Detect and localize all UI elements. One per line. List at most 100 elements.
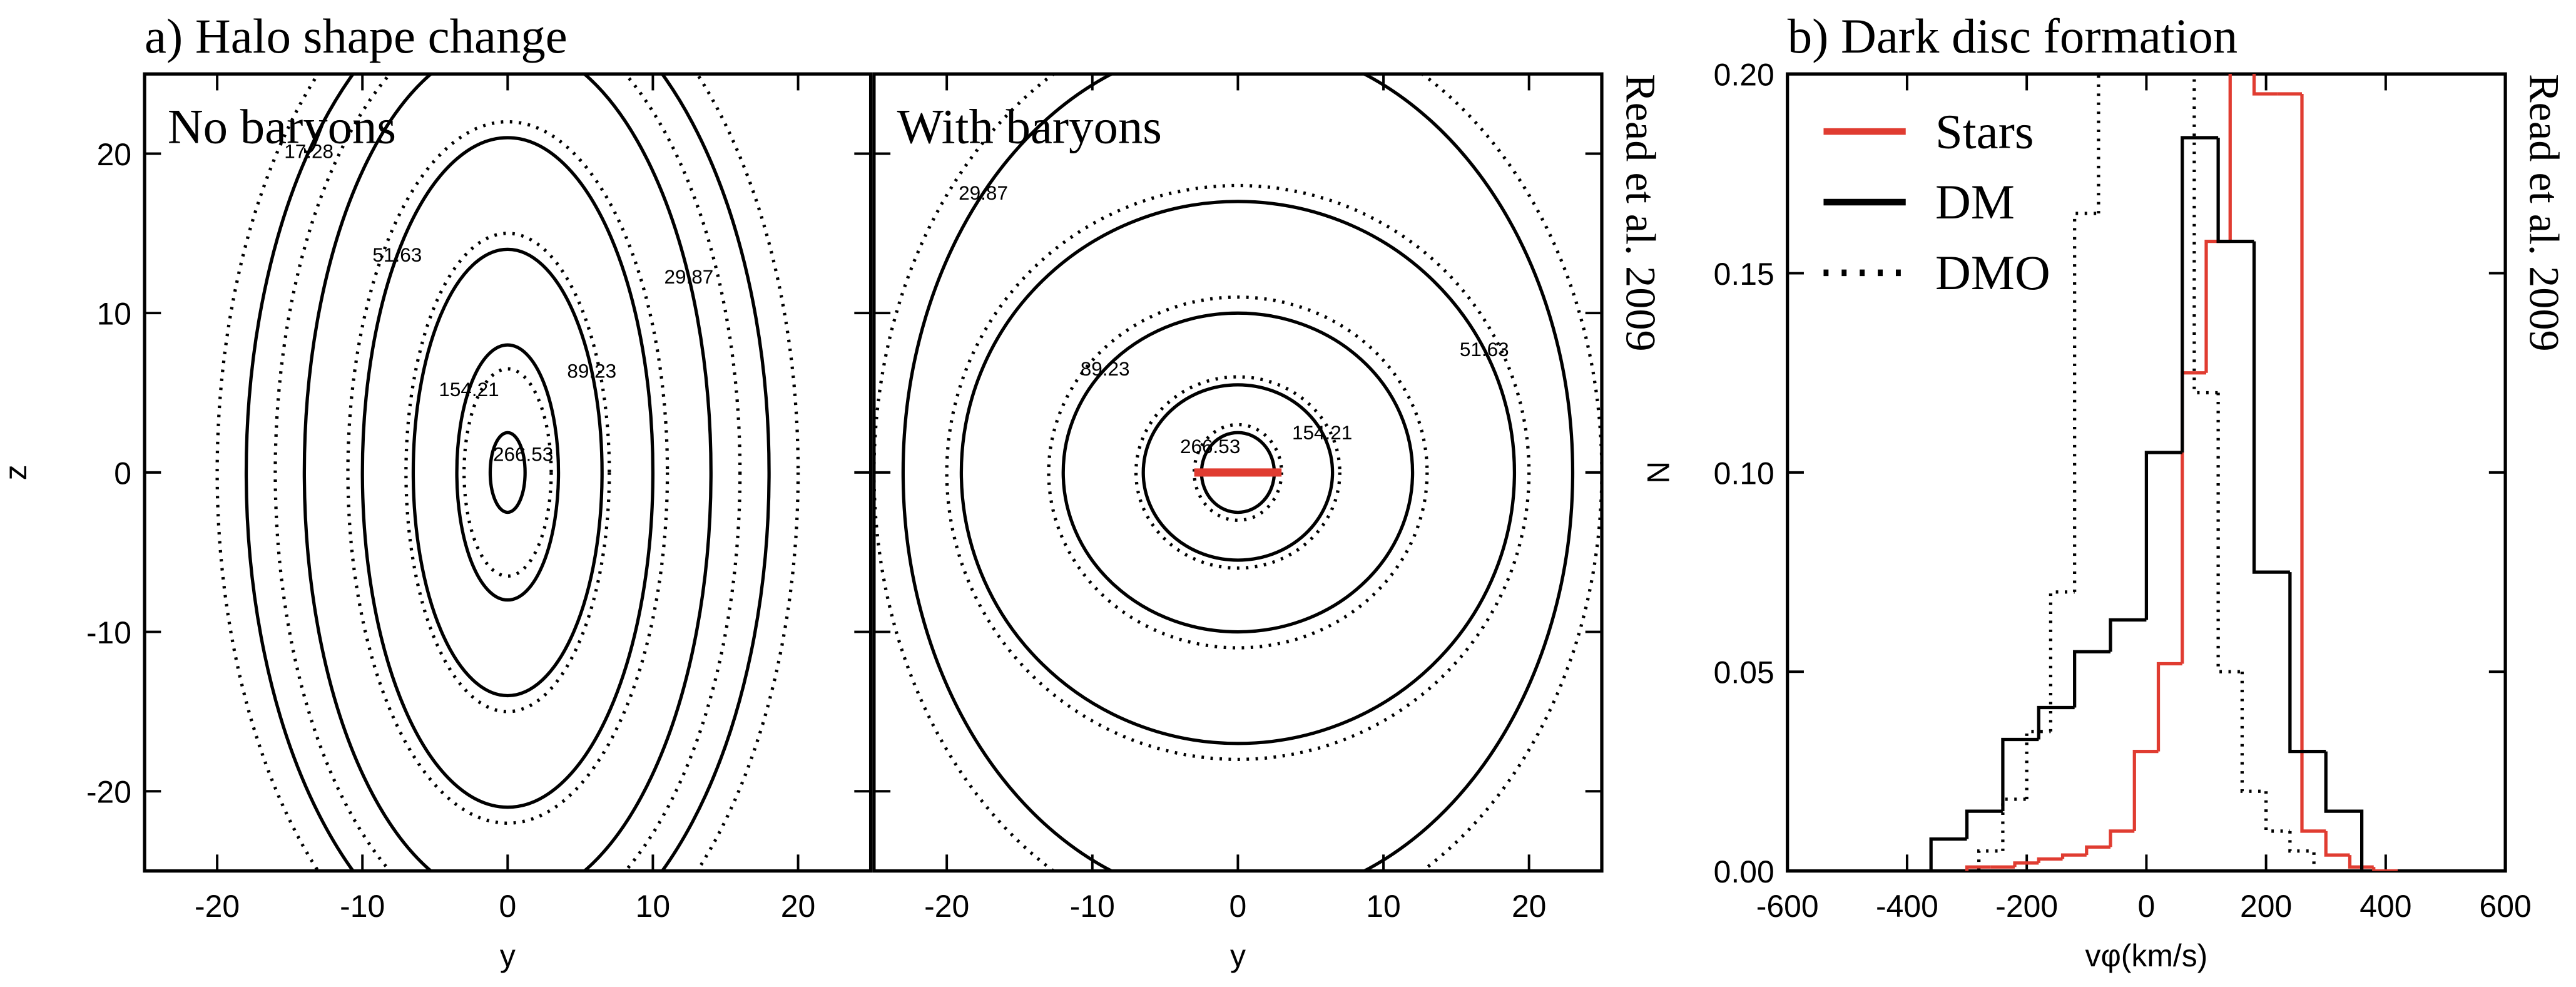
contour-label: 89.23 xyxy=(1081,357,1130,380)
x-tick-label: 200 xyxy=(2240,889,2292,924)
legend-label: DMO xyxy=(1935,246,2050,300)
contour-line xyxy=(1141,383,1335,562)
contour-line xyxy=(455,343,561,602)
contour-label: 154.21 xyxy=(439,378,499,401)
histogram-step xyxy=(2252,74,2278,96)
y-tick-label: 0.05 xyxy=(1714,655,1774,690)
histogram-step xyxy=(2001,797,2027,851)
x-tick-label: -400 xyxy=(1876,889,1938,924)
histogram-step xyxy=(2109,829,2135,847)
y-tick-label: 10 xyxy=(97,297,131,332)
contour-line xyxy=(1061,311,1415,634)
contour-line xyxy=(302,74,713,871)
x-tick-label: -600 xyxy=(1756,889,1819,924)
contour-label: 266.53 xyxy=(1180,435,1240,458)
histogram-step xyxy=(2288,572,2326,754)
histogram-step xyxy=(2109,618,2147,652)
x-tick-label: 0 xyxy=(1229,889,1247,924)
x-tick-label: 0 xyxy=(499,889,516,924)
contour-line xyxy=(411,247,604,698)
histogram-step xyxy=(2013,861,2039,867)
x-tick-label: -10 xyxy=(1070,889,1115,924)
histogram-step xyxy=(2144,451,2182,620)
contour-line xyxy=(360,136,655,809)
y-tick-label: -20 xyxy=(86,775,131,810)
contour-label: 154.21 xyxy=(1292,421,1352,444)
contour-group: 17.28 29.87 51.63 89.23 154.21 266.53 xyxy=(215,74,800,871)
contour-line xyxy=(346,120,669,825)
histogram-step xyxy=(2240,672,2266,793)
histogram-step xyxy=(2060,853,2087,859)
contour-line xyxy=(215,74,800,871)
contour-line xyxy=(959,200,1517,745)
contour-line xyxy=(404,232,611,713)
panel-label: No baryons xyxy=(168,100,396,154)
x-tick-label: 600 xyxy=(2479,889,2531,924)
histogram-step xyxy=(2372,867,2398,871)
legend-label: Stars xyxy=(1935,105,2034,159)
histogram-step xyxy=(2216,392,2243,673)
x-axis-label: y xyxy=(1230,938,1246,973)
y-tick-label: 20 xyxy=(97,137,131,172)
contour-label: 51.63 xyxy=(372,243,422,266)
x-tick-label: 20 xyxy=(781,889,815,924)
legend-label: DM xyxy=(1935,175,2015,230)
contour-line xyxy=(945,183,1531,761)
contour-label: 51.63 xyxy=(1460,338,1509,361)
y-axis-label: N xyxy=(1641,461,1676,484)
histogram-step xyxy=(2181,371,2207,664)
x-tick-label: 0 xyxy=(2138,889,2156,924)
contour-line xyxy=(488,431,527,514)
histogram-step xyxy=(2216,138,2254,243)
y-tick-label: 0.00 xyxy=(1714,854,1774,889)
chart-title: b) Dark disc formation xyxy=(1788,9,2237,64)
histogram-step xyxy=(2300,94,2326,833)
histogram-step xyxy=(2181,136,2219,453)
histogram-step xyxy=(2001,737,2039,812)
contour-line xyxy=(1134,375,1341,570)
histogram-step xyxy=(2204,239,2231,373)
histogram-step xyxy=(2132,749,2159,831)
histogram-step xyxy=(2228,74,2232,242)
x-axis-label: y xyxy=(500,938,516,973)
histogram-step xyxy=(2085,845,2111,856)
contour-label: 29.87 xyxy=(959,182,1008,204)
histogram-step xyxy=(1929,837,1967,871)
histogram-step xyxy=(2348,855,2374,869)
histogram-group xyxy=(1929,74,2398,871)
histogram-step xyxy=(2025,730,2051,799)
x-axis-label: vφ(km/s) xyxy=(2085,938,2208,973)
histogram-step xyxy=(2264,791,2290,833)
histogram-step xyxy=(1965,865,1991,871)
histogram-step xyxy=(2037,857,2063,863)
histogram-step xyxy=(2073,212,2099,592)
contour-line xyxy=(901,74,1574,871)
y-tick-label: 0.20 xyxy=(1714,58,1774,93)
contour-label: 29.87 xyxy=(664,265,713,288)
histogram-step xyxy=(2324,831,2350,857)
contour-label: 89.23 xyxy=(567,360,616,382)
histogram-step xyxy=(2324,751,2364,871)
y-axis-label: z xyxy=(0,464,33,480)
chart-title: a) Halo shape change xyxy=(145,9,568,64)
x-tick-label: 10 xyxy=(1366,889,1400,924)
note: Read et al. 2009 xyxy=(1617,74,1664,352)
note: Read et al. 2009 xyxy=(2520,74,2568,352)
x-tick-label: 400 xyxy=(2360,889,2411,924)
histogram-step xyxy=(2073,650,2111,708)
x-tick-label: -20 xyxy=(195,889,240,924)
x-tick-label: -200 xyxy=(1995,889,2058,924)
panel-label: With baryons xyxy=(897,100,1162,154)
histogram-step xyxy=(2288,831,2316,871)
x-tick-label: 10 xyxy=(636,889,670,924)
contour-line xyxy=(462,367,553,578)
contour-line xyxy=(245,74,771,871)
contour-label: 17.28 xyxy=(284,140,333,163)
y-tick-label: 0.15 xyxy=(1714,257,1774,292)
histogram-step xyxy=(2156,662,2182,752)
plot-frame xyxy=(143,72,873,873)
contour-line xyxy=(273,74,742,871)
contour-label: 266.53 xyxy=(493,442,553,465)
